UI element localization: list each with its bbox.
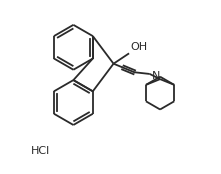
Text: HCl: HCl (31, 146, 50, 156)
Text: OH: OH (130, 42, 147, 53)
Text: N: N (152, 71, 160, 81)
